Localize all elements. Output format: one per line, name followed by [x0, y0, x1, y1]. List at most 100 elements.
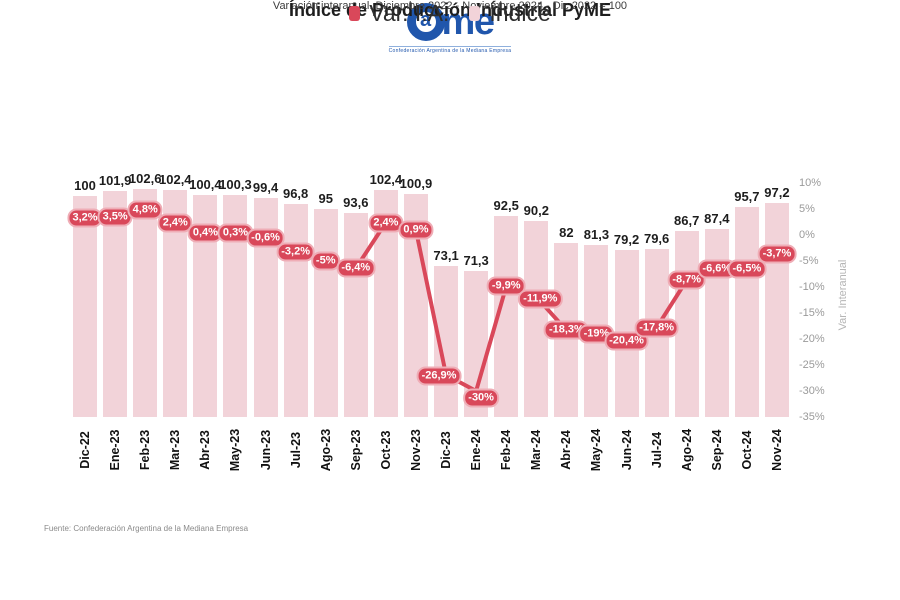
index-bar-value-label: 97,2: [764, 185, 790, 201]
index-bar-value-label: 100,9: [399, 175, 433, 191]
index-bar-value-label: 92,5: [493, 197, 519, 213]
index-bar-value-label: 73,1: [433, 247, 459, 263]
came-logo-wordmark: a me: [406, 0, 495, 44]
came-logo-c-ring-icon: a: [406, 3, 445, 41]
index-bar-value-label: 100,3: [219, 177, 252, 193]
line-point-label: 0,4%: [187, 223, 223, 243]
line-point-label: 2,4%: [157, 213, 193, 233]
line-point-label: -6,4%: [336, 258, 376, 278]
x-axis-label: Sep-24: [709, 429, 724, 471]
legend-item-indice: Índice: [469, 0, 551, 27]
index-bar-value-label: 102,4: [369, 171, 403, 187]
x-axis-label: Sep-23: [348, 429, 363, 471]
line-point-label: -11,9%: [518, 289, 563, 309]
index-bar-value-label: 81,3: [583, 226, 610, 242]
x-axis-label: Feb-24: [499, 429, 514, 471]
x-axis-label: Nov-23: [408, 429, 423, 471]
index-bar: [524, 221, 549, 417]
index-bar-value-label: 100,4: [189, 176, 222, 192]
x-axis-label: Nov-24: [769, 429, 784, 471]
index-bar: [133, 189, 158, 417]
line-point-label: -18,3%: [543, 320, 589, 340]
y-axis-tick-label: 10%: [799, 177, 822, 189]
x-axis-label: Mar-24: [529, 429, 544, 471]
index-bar-value-label: 90,2: [523, 203, 549, 219]
line-point-label: 4,8%: [127, 200, 163, 220]
y-axis-tick-label: -5%: [799, 255, 819, 267]
legend-label-indice: Índice: [489, 0, 551, 26]
came-logo-letters-me: me: [441, 1, 495, 43]
x-axis-label: Dic-22: [78, 431, 93, 469]
x-axis-label: Ago-24: [679, 428, 694, 472]
line-point-label: -30%: [463, 388, 499, 408]
came-logo: a me Confederación Argentina de la Media…: [0, 0, 900, 54]
y-axis-tick-label: -25%: [799, 359, 825, 371]
y-axis-tick-label: -20%: [799, 333, 825, 345]
index-bar-value-label: 82: [559, 224, 574, 240]
x-axis-label: Feb-23: [138, 429, 153, 471]
x-axis-label: Ene-23: [108, 429, 123, 471]
x-axis-label: Oct-23: [378, 430, 393, 470]
index-bar-value-label: 99,4: [252, 179, 279, 195]
index-bar: [734, 207, 759, 417]
index-bar-value-label: 102,6: [128, 171, 162, 187]
index-bar-value-label: 79,6: [643, 231, 670, 247]
page-subtitle: Variación interanual. Diciembre 2022 - N…: [272, 0, 628, 12]
line-point-label: -3,7%: [757, 244, 797, 264]
line-point-label: 2,4%: [368, 213, 404, 233]
x-axis-label: May-23: [228, 428, 243, 472]
y-axis-tick-label: 5%: [799, 203, 815, 215]
line-point-label: -0,6%: [246, 228, 285, 248]
index-bar: [73, 196, 98, 417]
x-axis-label: Oct-24: [739, 430, 754, 470]
x-axis-label: Abr-23: [198, 430, 213, 470]
y-axis-tick-label: 0%: [799, 229, 815, 241]
legend-swatch-var-ia: [349, 6, 361, 21]
x-axis-label: Abr-24: [559, 430, 574, 470]
index-bar: [313, 209, 338, 417]
index-bar: [764, 203, 789, 417]
x-axis-label: May-24: [589, 428, 604, 472]
x-axis-label: Jul-24: [649, 431, 664, 469]
page-title: Índice de Producción Industrial PyME: [288, 0, 612, 20]
index-bar: [283, 204, 308, 417]
came-logo-tagline: Confederación Argentina de la Mediana Em…: [388, 46, 512, 54]
chart-legend: Var. I.A. Índice: [0, 0, 900, 27]
line-point-label: -17,8%: [634, 318, 680, 338]
legend-label-var-ia: Var. I.A.: [369, 0, 450, 26]
line-point-label: -6,5%: [727, 259, 767, 279]
y-axis-tick-label: -10%: [799, 281, 825, 293]
index-bar-value-label: 100: [74, 178, 96, 193]
y-axis-tick-label: -15%: [799, 307, 825, 319]
y-axis-tick-label: -35%: [799, 411, 825, 423]
x-axis-label: Jun-24: [619, 429, 634, 471]
index-bar-value-label: 79,2: [613, 232, 640, 248]
index-bar-value-label: 96,8: [282, 186, 309, 202]
legend-item-var-ia: Var. I.A.: [349, 0, 449, 27]
index-bar-value-label: 86,7: [674, 212, 700, 228]
index-bar-value-label: 87,4: [704, 210, 730, 226]
x-axis-label: Mar-23: [168, 429, 183, 471]
x-axis-label: Dic-23: [439, 431, 454, 469]
index-bar-value-label: 102,4: [159, 171, 192, 187]
right-axis-title: Var. Interanual: [837, 259, 849, 331]
x-axis-label: Jun-23: [258, 429, 273, 471]
line-point-label: 0,9%: [398, 220, 434, 240]
legend-swatch-indice: [469, 6, 481, 21]
index-bar: [343, 212, 368, 417]
line-point-label: -8,7%: [667, 270, 707, 290]
index-bar-value-label: 101,9: [98, 173, 132, 189]
x-axis-label: Jul-23: [288, 431, 303, 469]
came-logo-letter-a: a: [419, 9, 432, 32]
index-bar: [103, 191, 128, 417]
y-axis-tick-label: -30%: [799, 385, 825, 397]
line-point-label: -3,2%: [276, 242, 315, 262]
index-bar-value-label: 93,6: [343, 194, 369, 210]
x-axis-label: Ene-24: [469, 429, 484, 471]
line-point-label: -20,4%: [604, 331, 649, 351]
x-axis-label: Ago-23: [318, 428, 333, 472]
index-bar-value-label: 95: [318, 191, 333, 206]
line-point-label: -9,9%: [486, 276, 526, 296]
